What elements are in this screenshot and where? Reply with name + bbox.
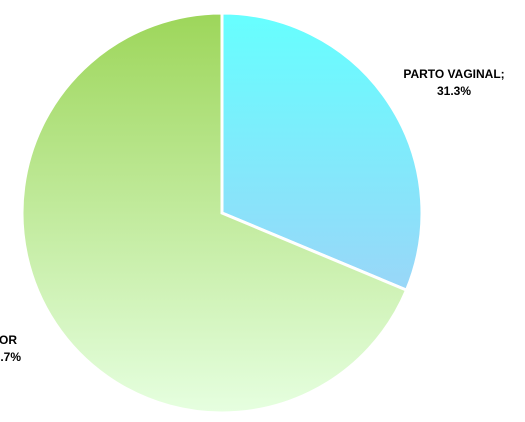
pie-slices: [20, 11, 424, 415]
pie-slice-por: [20, 11, 409, 415]
pie-slice-parto-vaginal: [220, 11, 424, 293]
data-label-parto-vaginal: PARTO VAGINAL; 31.3%: [396, 66, 512, 100]
data-label-por: POR 68.7%: [0, 332, 44, 366]
data-label-value: 31.3%: [436, 84, 472, 98]
data-label-value: 68.7%: [0, 350, 22, 364]
data-label-name: POR: [0, 333, 17, 347]
data-label-name: PARTO VAGINAL;: [403, 67, 505, 81]
